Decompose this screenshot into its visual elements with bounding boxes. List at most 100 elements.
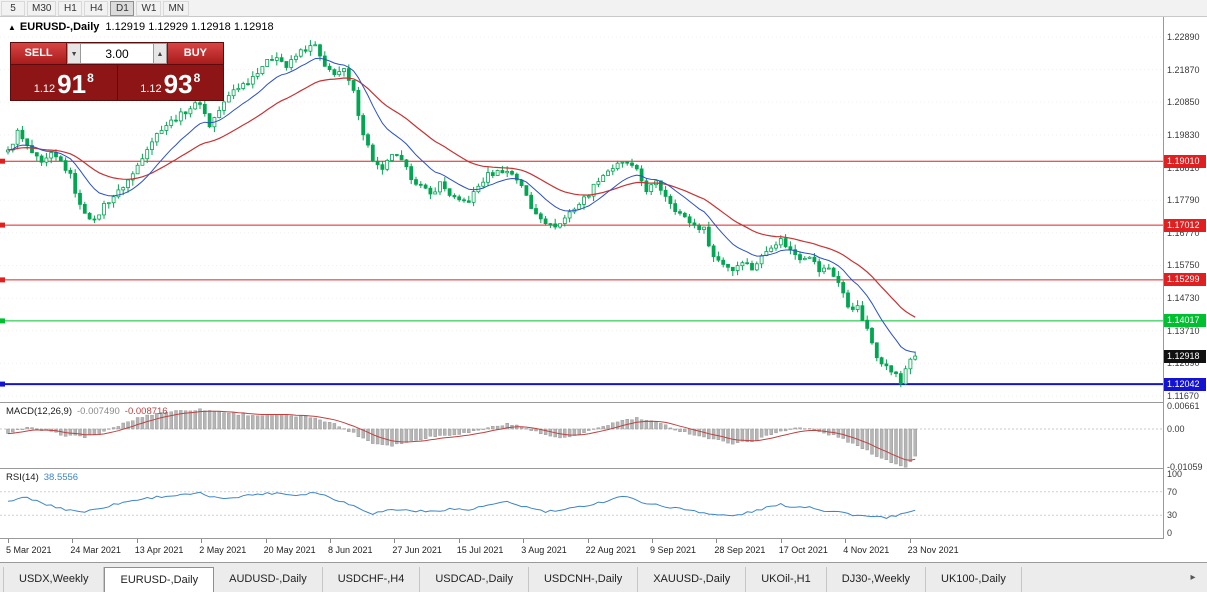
support-price-tag: 1.14017 — [1164, 314, 1206, 328]
rsi-label: RSI(14) 38.5556 — [6, 472, 79, 483]
sell-price-big: 91 — [57, 69, 87, 99]
volume-input[interactable] — [81, 43, 153, 64]
chart-tab-audusd-[interactable]: AUDUSD-,Daily — [214, 567, 323, 592]
macd-label: MACD(12,26,9) -0.007490 -0.008716 — [6, 406, 168, 417]
volume-increase-button[interactable]: ▲ — [153, 43, 167, 64]
date-tick — [72, 539, 74, 543]
chart-tab-dj30-[interactable]: DJ30-,Weekly — [826, 567, 927, 592]
chart-tab-uk100-[interactable]: UK100-,Daily — [926, 567, 1022, 592]
period-button-h1[interactable]: H1 — [58, 0, 83, 16]
support-price-tag: 1.12042 — [1164, 377, 1206, 391]
chart-marker-icon: ▲ — [8, 23, 16, 32]
sell-price-display[interactable]: 1.12 91 8 — [11, 65, 117, 100]
date-axis-label: 2 May 2021 — [199, 545, 247, 555]
chart-ohlc-header: ▲ EURUSD-,Daily 1.12919 1.12929 1.12918 1.… — [8, 21, 274, 33]
date-tick — [523, 539, 525, 543]
date-tick — [458, 539, 460, 543]
date-axis-label: 17 Oct 2021 — [778, 545, 828, 555]
panel-resize-divider[interactable] — [0, 468, 1207, 469]
resistance-price-tag: 1.17012 — [1164, 218, 1206, 232]
date-tick — [201, 539, 203, 543]
date-tick — [8, 539, 9, 543]
date-axis[interactable]: 5 Mar 2021 24 Mar 2021 13 Apr 2021 2 May 20… — [0, 539, 1163, 561]
buy-price-sup: 8 — [193, 71, 201, 85]
date-tick — [909, 539, 911, 543]
price-divider — [116, 65, 118, 100]
period-button-d1[interactable]: D1 — [110, 0, 135, 16]
price-chart-canvas[interactable] — [0, 17, 1163, 402]
buy-price-big: 93 — [163, 69, 193, 99]
chart-tab-usdcad-[interactable]: USDCAD-,Daily — [420, 567, 529, 592]
buy-price-display[interactable]: 1.12 93 8 — [118, 65, 224, 100]
chart-tab-usdcnh-[interactable]: USDCNH-,Daily — [528, 567, 639, 592]
timeframe-toolbar: 5 M30 H1 H4 D1 W1 MN — [0, 0, 1207, 17]
date-axis-label: 3 Aug 2021 — [521, 545, 567, 555]
tab-scroll-right-icon[interactable]: ▸ — [1190, 572, 1196, 583]
resistance-price-tag: 1.19010 — [1164, 154, 1206, 168]
rsi-axis-label: 100 — [1167, 469, 1183, 479]
date-tick — [845, 539, 847, 543]
panel-resize-divider[interactable] — [0, 402, 1207, 403]
period-button-5[interactable]: 5 — [1, 0, 25, 16]
date-tick — [136, 539, 138, 543]
period-button-h4[interactable]: H4 — [84, 0, 109, 16]
date-tick — [587, 539, 589, 543]
volume-decrease-button[interactable]: ▼ — [67, 43, 81, 64]
date-tick — [265, 539, 267, 543]
chart-title: EURUSD-,Daily — [19, 21, 100, 33]
date-axis-label: 13 Apr 2021 — [134, 545, 184, 555]
date-axis-label: 20 May 2021 — [263, 545, 316, 555]
price-axis-label: 1.14730 — [1167, 293, 1200, 304]
date-axis-label: 23 Nov 2021 — [907, 545, 959, 555]
price-axis-border — [1163, 17, 1164, 538]
price-axis-label: 1.16770 — [1167, 227, 1200, 238]
price-axis-label: 1.13710 — [1167, 325, 1200, 336]
macd-axis-label: 0.00 — [1167, 424, 1185, 434]
rsi-axis-label: 30 — [1167, 510, 1178, 521]
price-axis-label: 1.20850 — [1167, 97, 1200, 108]
date-axis-label: 28 Sep 2021 — [714, 545, 766, 555]
macd-indicator-canvas[interactable] — [0, 403, 1163, 468]
macd-axis-label: -0.01059 — [1167, 461, 1203, 472]
date-tick — [330, 539, 331, 543]
current-price-tag: 1.12918 — [1164, 349, 1206, 363]
price-axis-label: 1.15750 — [1167, 260, 1200, 271]
rsi-indicator-canvas[interactable] — [0, 469, 1163, 538]
price-axis-label: 1.22890 — [1167, 32, 1200, 42]
date-axis-label: 4 Nov 2021 — [843, 545, 890, 555]
date-axis-label: 9 Sep 2021 — [650, 545, 697, 555]
price-axis-label: 1.21870 — [1167, 64, 1200, 75]
rsi-axis-label: 0 — [1167, 528, 1173, 538]
price-axis-label: 1.17790 — [1167, 195, 1200, 206]
date-axis-label: 22 Aug 2021 — [585, 545, 637, 555]
date-tick — [652, 539, 653, 543]
chart-tab-ukoil-[interactable]: UKOil-,H1 — [746, 567, 827, 592]
price-axis[interactable]: 1.228901.218701.208501.198301.188101.177… — [1164, 17, 1207, 562]
resistance-price-tag: 1.15299 — [1164, 273, 1206, 287]
period-button-w1[interactable]: W1 — [136, 0, 162, 16]
ohlc-readout: 1.12919 1.12929 1.12918 1.12918 — [105, 21, 274, 33]
period-button-mn[interactable]: MN — [163, 0, 190, 16]
date-axis-label: 5 Mar 2021 — [6, 545, 52, 555]
chart-tab-eurusd-[interactable]: EURUSD-,Daily — [104, 567, 215, 592]
chart-tab-usdx[interactable]: USDX,Weekly — [3, 567, 105, 592]
date-tick — [716, 539, 718, 543]
buy-button[interactable]: BUY — [166, 43, 223, 64]
sell-button[interactable]: SELL — [11, 43, 68, 64]
sell-price-sup: 8 — [87, 71, 94, 85]
buy-price-prefix: 1.12 — [140, 83, 162, 95]
macd-axis-label: 0.00661 — [1167, 400, 1200, 411]
period-button-m30[interactable]: M30 — [27, 0, 57, 16]
sell-price-prefix: 1.12 — [33, 83, 56, 95]
chart-tab-bar: USDX,Weekly EURUSD-,Daily AUDUSD-,Daily USD… — [0, 562, 1207, 592]
price-axis-label: 1.12690 — [1167, 358, 1200, 369]
price-axis-label: 1.11670 — [1167, 391, 1199, 402]
date-axis-divider — [0, 538, 1207, 539]
date-tick — [780, 539, 782, 543]
chart-tab-usdchf-[interactable]: USDCHF-,H4 — [322, 567, 421, 592]
date-axis-label: 24 Mar 2021 — [70, 545, 121, 555]
chart-tab-xauusd-[interactable]: XAUUSD-,Daily — [638, 567, 747, 592]
price-axis-label: 1.19830 — [1167, 129, 1200, 140]
